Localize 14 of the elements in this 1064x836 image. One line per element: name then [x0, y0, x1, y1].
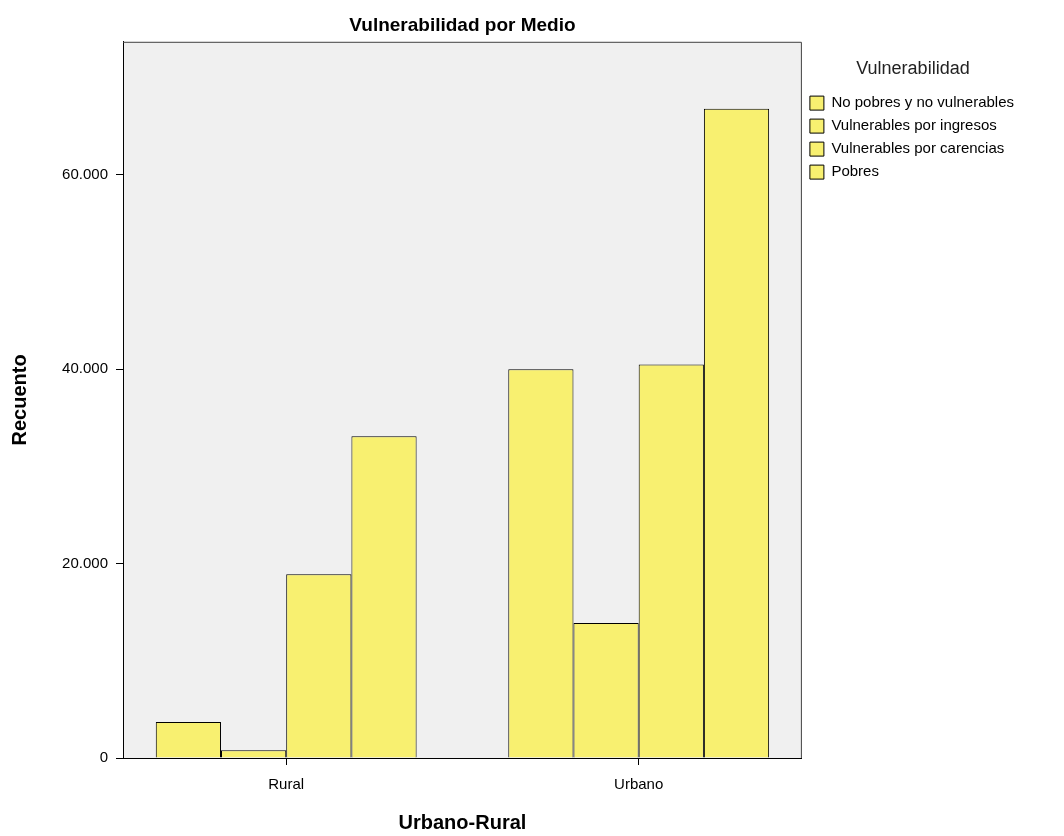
legend-label: No pobres y no vulnerables: [831, 93, 1014, 111]
x-axis-title: Urbano-Rural: [398, 810, 527, 833]
y-tick-label: 20.000: [62, 553, 108, 571]
y-tick-label: 40.000: [62, 359, 108, 377]
chart-title: Vulnerabilidad por Medio: [349, 13, 576, 35]
legend-label: Vulnerables por carencias: [831, 139, 1005, 157]
x-tick-label: Urbano: [614, 775, 664, 793]
legend-label: Vulnerables por ingresos: [831, 116, 997, 134]
y-tick-label: 0: [99, 748, 108, 766]
legend-title: Vulnerabilidad: [856, 57, 970, 78]
x-tick-label: Rural: [268, 775, 305, 793]
y-axis-title: Recuento: [7, 354, 30, 446]
legend-label: Pobres: [831, 162, 879, 180]
y-tick-label: 60.000: [62, 165, 108, 183]
